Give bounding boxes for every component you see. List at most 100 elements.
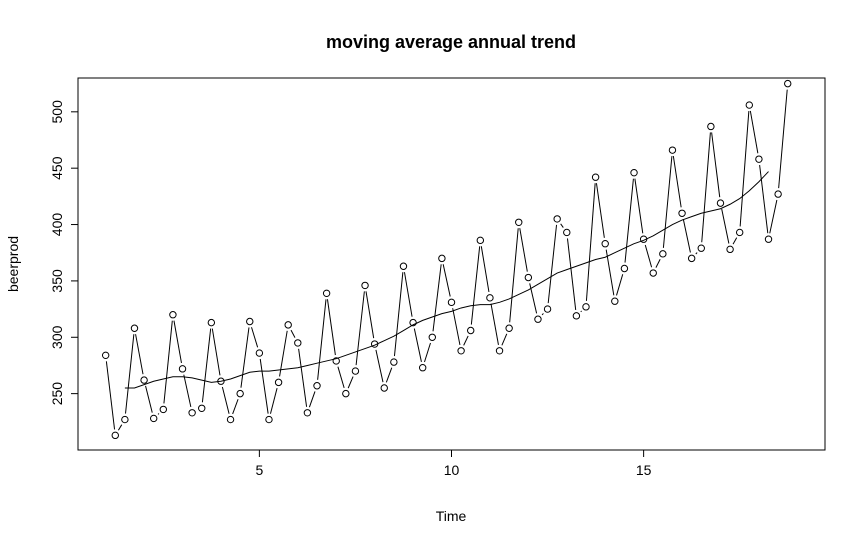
y-tick-label: 300 [49,325,65,349]
data-point [611,297,619,305]
series-segment [157,413,160,415]
series-segment [308,391,316,408]
series-segment [634,178,644,234]
series-segment [385,367,393,383]
series-segment [452,308,461,346]
series-segment [605,249,615,296]
data-point [409,318,417,327]
series-1 [101,79,792,440]
data-point [476,236,485,245]
data-point [745,101,754,109]
series-layer [101,79,792,440]
series-segment [347,376,354,389]
series-segment [732,237,738,245]
series-segment [413,328,422,362]
data-point [236,389,244,398]
data-point [697,244,705,252]
series-segment [183,374,192,408]
trend-line [124,171,769,389]
series-segment [529,283,538,314]
data-point [678,209,686,217]
series-2 [124,171,769,389]
data-point [601,240,609,248]
data-point [755,155,763,163]
data-point [159,405,168,414]
data-point [572,312,581,320]
series-segment [269,388,278,414]
data-point [735,228,744,237]
series-segment [644,244,653,268]
data-point [515,218,523,226]
data-point [774,190,782,198]
data-point [726,245,734,254]
data-point [332,357,340,365]
y-tick-label: 250 [49,382,65,406]
y-axis: 250 300 350 400 450 500 [49,100,79,406]
series-segment [365,291,375,339]
series-segment [251,327,259,348]
data-point [553,215,561,223]
data-point [447,298,456,307]
data-point [351,367,360,375]
series-segment [701,132,711,243]
data-point [582,303,590,311]
data-point [784,79,792,88]
series-segment [135,334,144,375]
data-point [457,347,465,355]
series-segment [279,330,288,377]
series-segment [509,228,519,323]
series-segment [769,199,778,234]
data-point [707,122,715,131]
data-point [659,250,667,258]
data-point [486,294,494,302]
data-point [255,349,264,357]
series-segment [655,258,661,268]
series-segment [105,361,116,430]
data-point [265,415,273,424]
data-point [149,414,158,423]
series-segment [403,272,413,317]
series-segment [739,110,750,227]
data-point [130,324,139,332]
series-segment [290,329,296,338]
data-point [380,384,388,392]
data-point [313,382,321,390]
series-segment [232,399,239,415]
series-segment [585,183,596,301]
x-axis: 5 10 15 [255,449,652,478]
data-point [207,318,216,327]
data-point [524,273,533,282]
data-point [534,315,542,323]
data-point [399,262,408,270]
data-point [169,311,177,319]
data-point [188,409,196,417]
series-segment [117,424,123,431]
y-tick-label: 350 [49,269,65,293]
series-segment [566,238,577,310]
series-segment [317,299,327,380]
series-segment [695,252,698,255]
series-segment [240,327,250,388]
data-point [418,364,427,372]
data-point [198,404,206,412]
data-point [428,333,436,341]
data-point [342,389,350,398]
data-point [274,378,283,387]
y-tick-label: 500 [49,100,65,124]
x-tick-label: 10 [444,462,460,478]
plot-frame [77,77,826,451]
data-point [505,324,513,332]
series-segment [662,156,673,248]
series-segment [616,274,624,296]
x-axis-label: Time [436,508,467,524]
data-point [649,269,657,277]
series-segment [298,348,308,407]
x-tick-label: 5 [255,462,263,478]
series-segment [490,303,499,345]
series-segment [711,132,721,198]
data-point [294,339,302,347]
data-point [687,254,696,263]
data-point [495,347,504,355]
series-segment [442,264,451,297]
data-point [716,199,725,207]
